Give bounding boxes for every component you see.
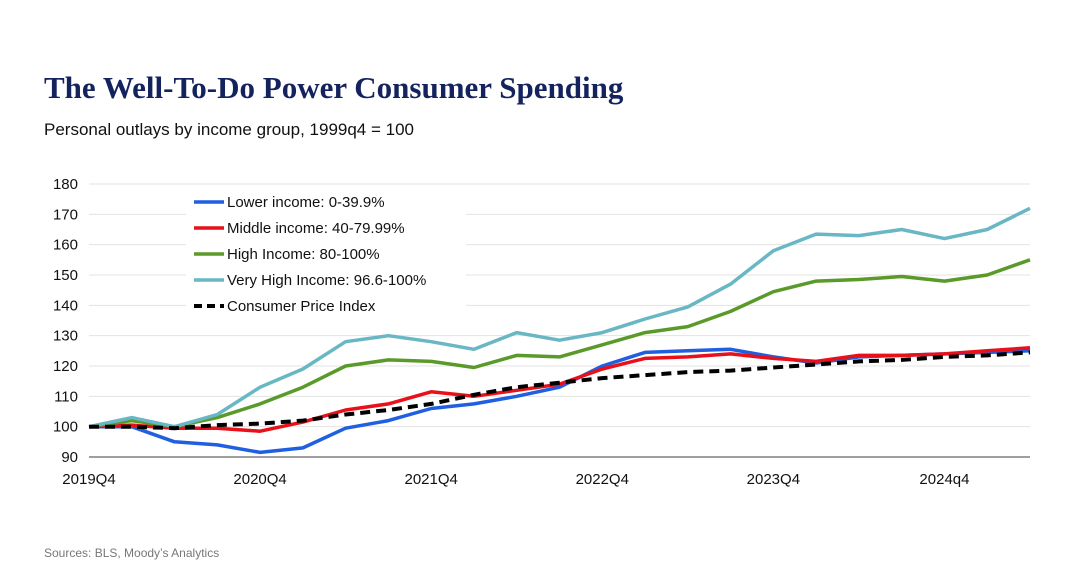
- series-line: [89, 350, 1031, 431]
- y-tick-label: 160: [53, 237, 78, 254]
- y-tick-label: 100: [53, 419, 78, 436]
- series-line: [88, 258, 1031, 429]
- x-tick-label: 2024q4: [919, 471, 969, 488]
- series-line: [88, 206, 1031, 429]
- x-tick-label: 2023Q4: [747, 471, 800, 488]
- chart-title: The Well-To-Do Power Consumer Spending: [44, 70, 624, 105]
- legend-label: High Income: 80-100%: [227, 246, 380, 263]
- y-tick-label: 90: [61, 449, 78, 466]
- legend-label: Lower income: 0-39.9%: [227, 194, 385, 211]
- legend-label: Middle income: 40-79.99%: [227, 220, 405, 237]
- source-note: Sources: BLS, Moody’s Analytics: [44, 546, 220, 560]
- legend-label: Very High Income: 96.6-100%: [227, 272, 426, 289]
- chart-subtitle: Personal outlays by income group, 1999q4…: [44, 120, 414, 139]
- series-line: [89, 347, 1031, 455]
- y-tick-label: 180: [53, 176, 78, 193]
- legend-label: Consumer Price Index: [227, 298, 376, 315]
- y-tick-label: 110: [54, 388, 78, 405]
- y-tick-label: 170: [53, 206, 78, 223]
- legend-box: [186, 190, 466, 320]
- y-tick-label: 130: [53, 328, 78, 345]
- y-tick-label: 120: [53, 358, 78, 375]
- y-tick-label: 150: [53, 267, 78, 284]
- x-tick-label: 2022Q4: [576, 471, 629, 488]
- y-tick-label: 140: [53, 297, 78, 314]
- x-tick-label: 2021Q4: [404, 471, 457, 488]
- x-tick-label: 2020Q4: [233, 471, 286, 488]
- x-tick-label: 2019Q4: [62, 471, 115, 488]
